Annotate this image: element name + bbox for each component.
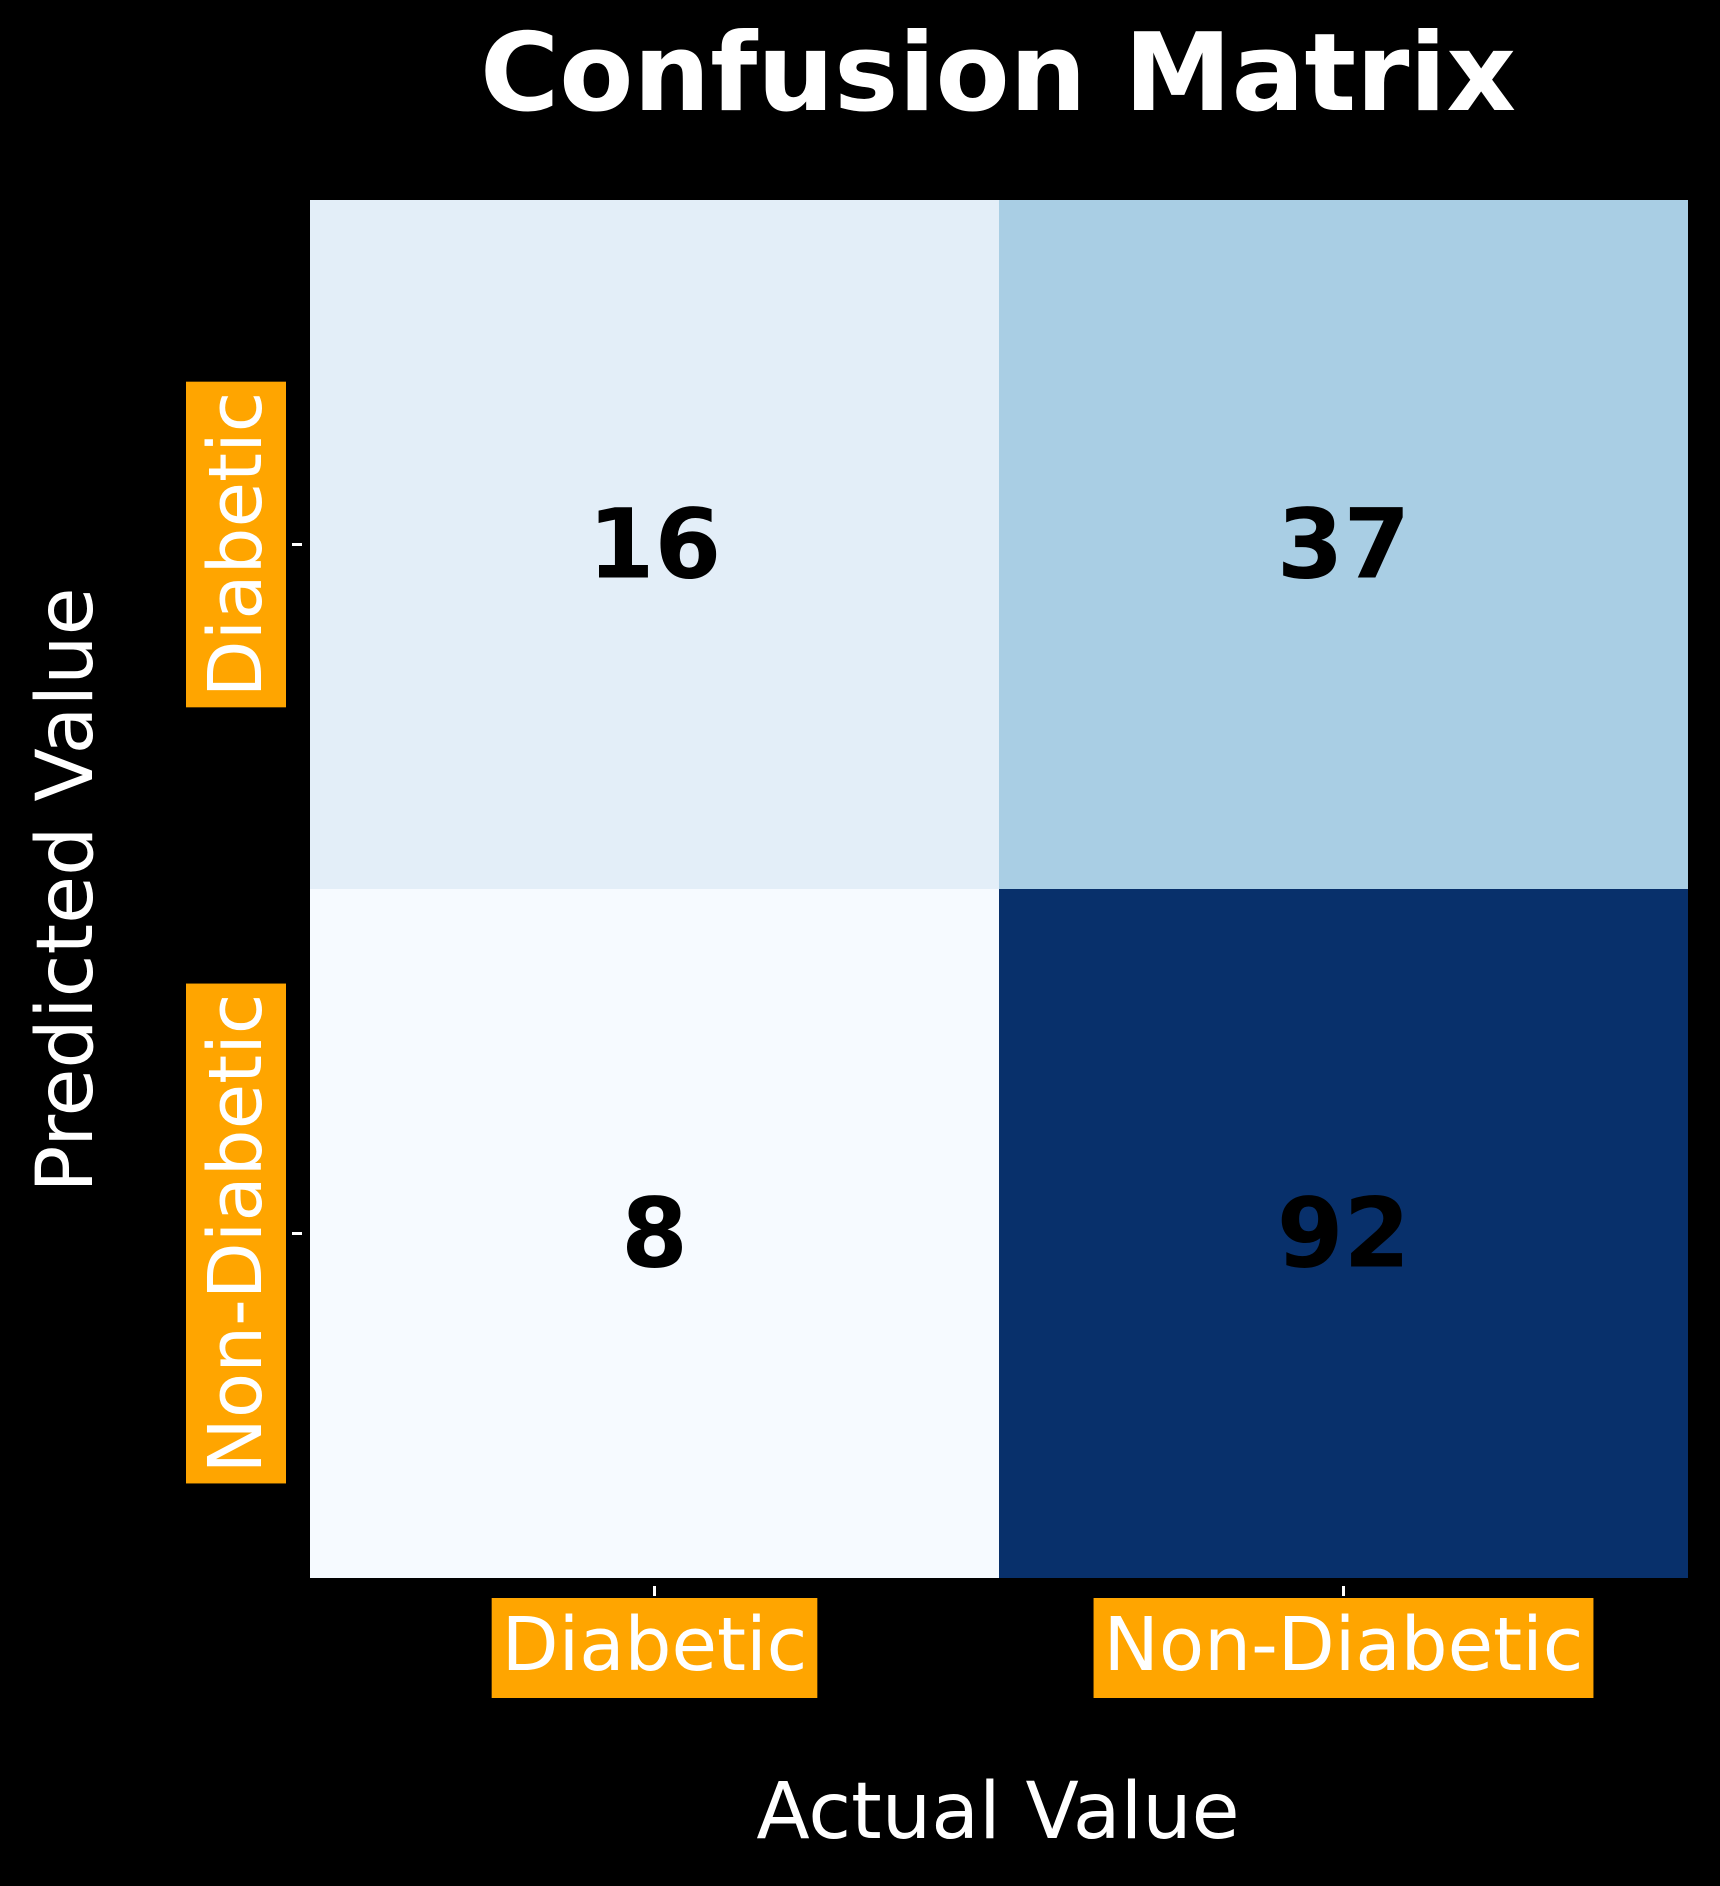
cell-value-label: 92 xyxy=(1277,1178,1411,1290)
y-tick-label: Non-Diabetic xyxy=(193,994,279,1474)
x-tick-label: Diabetic xyxy=(502,1602,808,1688)
chart-title: Confusion Matrix xyxy=(480,11,1516,136)
cell-value-label: 16 xyxy=(588,489,722,601)
y-tick-label: Diabetic xyxy=(193,392,279,698)
x-tick-label-box xyxy=(1093,1598,1594,1698)
y-tick: Non-Diabetic xyxy=(186,983,286,1484)
x-tick: Non-Diabetic xyxy=(1093,1598,1594,1698)
x-tick-label: Non-Diabetic xyxy=(1104,1602,1584,1688)
heatmap-cell xyxy=(999,200,1688,889)
y-axis-ticks: Diabetic Non-Diabetic xyxy=(186,381,302,1484)
heatmap-cell xyxy=(310,889,999,1578)
cell-value-label: 37 xyxy=(1277,489,1411,601)
cell-value-label: 8 xyxy=(621,1178,688,1290)
y-tick-label-box xyxy=(186,983,286,1484)
x-axis-label: Actual Value xyxy=(756,1767,1239,1857)
heatmap-cell xyxy=(999,889,1688,1578)
y-tick-label-box xyxy=(186,381,286,708)
y-tick: Diabetic xyxy=(186,381,286,708)
y-axis-label: Predicted Value xyxy=(21,587,111,1192)
heatmap-cells: 16 37 8 92 xyxy=(310,200,1688,1578)
x-tick-label-box xyxy=(491,1598,818,1698)
x-tick: Diabetic xyxy=(491,1598,818,1698)
heatmap-cell xyxy=(310,200,999,889)
x-axis-ticks: Diabetic Non-Diabetic xyxy=(491,1586,1594,1698)
